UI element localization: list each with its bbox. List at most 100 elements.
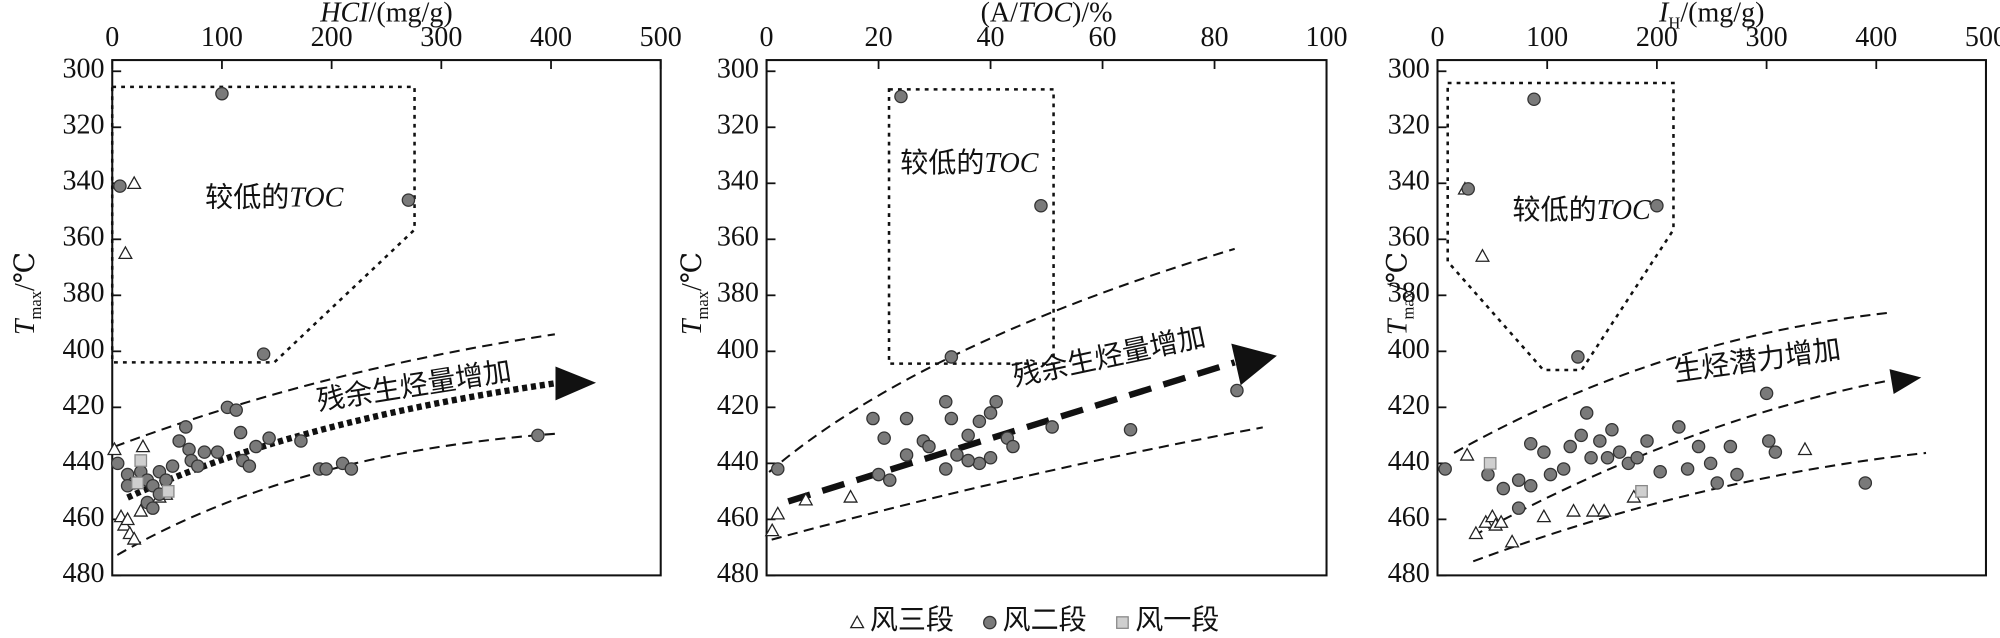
x-tick-label: 80 <box>1201 22 1229 53</box>
point <box>344 462 359 476</box>
point <box>939 462 953 476</box>
label-part: 较低的 <box>205 182 289 214</box>
y-tick-label: 400 <box>1388 334 1430 365</box>
point <box>120 511 136 526</box>
x-tick-label: 60 <box>1089 22 1117 53</box>
point <box>944 411 959 426</box>
label-part: T <box>678 317 709 335</box>
point <box>866 411 880 426</box>
point <box>126 175 142 190</box>
y-tick-label: 400 <box>63 334 105 365</box>
y-tick-label: 300 <box>717 54 759 85</box>
point <box>1496 481 1511 496</box>
point <box>135 438 151 453</box>
label-part: /℃ <box>1383 252 1414 291</box>
point <box>1585 503 1601 517</box>
label-part: max <box>693 290 712 319</box>
label-part: 较低的 <box>1513 195 1597 227</box>
point <box>939 394 953 409</box>
x-tick-label: 300 <box>420 22 462 53</box>
point <box>1481 467 1495 482</box>
point <box>1612 445 1627 459</box>
y-axis-label: Tmax/℃ <box>1383 252 1418 335</box>
point <box>1566 503 1581 517</box>
y-tick-label: 300 <box>63 54 105 85</box>
x-tick-label: 40 <box>977 22 1005 53</box>
arrow-head <box>555 366 597 401</box>
y-tick-label: 400 <box>717 334 759 365</box>
point <box>178 420 193 434</box>
label-part: T <box>1383 317 1414 335</box>
point <box>1759 386 1774 401</box>
y-tick-label: 480 <box>717 558 759 589</box>
point <box>229 403 243 417</box>
legend-label: 风三段 <box>870 604 954 636</box>
point <box>531 428 545 443</box>
y-tick-label: 460 <box>63 502 105 533</box>
point <box>146 501 160 515</box>
legend-label: 风一段 <box>1135 604 1219 636</box>
point <box>1536 508 1552 523</box>
y-tick-label: 320 <box>1388 110 1430 141</box>
label-part: HCI <box>319 0 370 29</box>
point <box>944 350 959 364</box>
point <box>233 425 248 440</box>
y-tick-label: 340 <box>717 166 759 197</box>
point <box>1768 445 1783 459</box>
point <box>1584 450 1598 465</box>
y-tick-label: 340 <box>1388 166 1430 197</box>
point <box>877 431 891 445</box>
point <box>989 394 1003 409</box>
trend-band <box>114 333 555 448</box>
label-part: 较低的 <box>900 147 984 179</box>
y-tick-label: 360 <box>717 222 759 253</box>
y-tick-label: 320 <box>63 110 105 141</box>
point <box>1045 420 1059 434</box>
point <box>1630 450 1644 465</box>
legend-label: 风二段 <box>1003 604 1087 636</box>
point <box>1504 534 1520 548</box>
point <box>1123 422 1138 437</box>
trend-band <box>771 426 1263 541</box>
y-tick-label: 380 <box>63 278 105 309</box>
point <box>117 245 133 260</box>
trend-arrow <box>787 359 1236 505</box>
point <box>1574 428 1588 443</box>
y-tick-label: 360 <box>63 222 105 253</box>
point <box>972 414 987 429</box>
label-part: 残余生烃量增加 <box>315 355 514 417</box>
label-part: /℃ <box>10 252 41 291</box>
region-outline <box>110 85 416 364</box>
annotation: 较低的TOC <box>1513 195 1651 227</box>
trend-band <box>1472 451 1927 563</box>
point <box>1483 456 1497 470</box>
point <box>1703 456 1718 471</box>
point <box>1034 198 1048 213</box>
y-tick-label: 440 <box>717 446 759 477</box>
point <box>1511 473 1526 487</box>
label-part: /(mg/g) <box>369 0 453 29</box>
arrow-head <box>1889 369 1922 395</box>
label-part: TOC <box>1018 0 1072 29</box>
label-part: 生烃潜力增加 <box>1672 334 1843 389</box>
label-part: max <box>1399 290 1418 319</box>
point <box>1605 422 1619 437</box>
x-axis-label: (A/TOC)/% <box>981 0 1113 29</box>
x-tick-label: 400 <box>530 22 572 53</box>
point <box>215 86 229 101</box>
point <box>1600 450 1615 465</box>
label-part: /(mg/g) <box>1680 0 1764 29</box>
region-outline <box>1446 81 1675 372</box>
x-tick-label: 0 <box>760 22 774 53</box>
label-part: TOC <box>984 148 1038 179</box>
point <box>950 448 964 462</box>
x-tick-label: 300 <box>1746 22 1788 53</box>
y-tick-label: 460 <box>1388 502 1430 533</box>
point <box>1527 92 1541 107</box>
point <box>134 454 148 467</box>
point <box>899 411 914 426</box>
legend-marker <box>983 615 997 630</box>
point <box>1571 350 1585 364</box>
point <box>191 459 205 473</box>
point <box>961 428 975 443</box>
